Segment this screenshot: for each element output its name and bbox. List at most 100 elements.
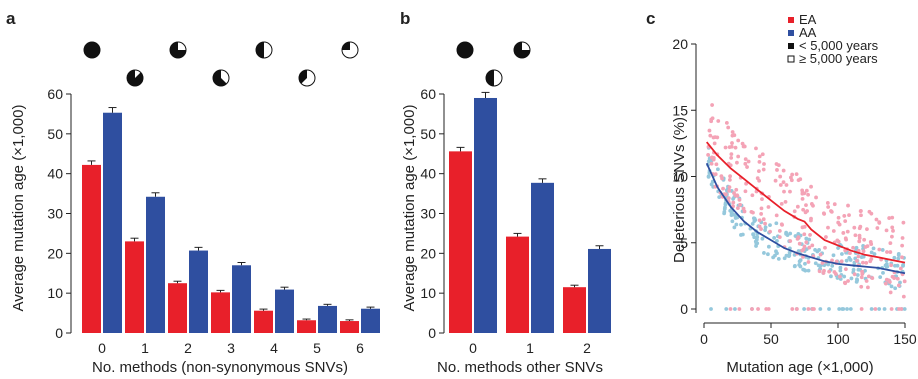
bar-aa	[103, 112, 122, 333]
scatter-point	[808, 233, 812, 237]
scatter-point	[864, 279, 869, 283]
scatter-point	[859, 284, 864, 289]
scatter-point	[755, 241, 760, 246]
scatter-point	[738, 202, 742, 207]
scatter-point	[884, 228, 889, 233]
scatter-point	[723, 205, 727, 210]
scatter-point	[716, 119, 721, 123]
legend-marker-filled-square	[788, 30, 794, 36]
bar-ea	[506, 236, 529, 333]
scatter-point	[736, 154, 741, 159]
scatter-point	[856, 267, 861, 272]
scatter-point	[885, 250, 889, 254]
scatter-point	[741, 206, 746, 211]
scatter-point	[838, 268, 843, 273]
scatter-point	[831, 229, 836, 233]
scatter-point	[774, 221, 779, 226]
panel-a-x-axis-label: No. methods (non-synonymous SNVs)	[92, 359, 348, 376]
scatter-point	[813, 247, 817, 252]
scatter-point	[712, 141, 717, 146]
scatter-point	[768, 229, 772, 234]
scatter-point	[752, 235, 757, 240]
panel-a-y-axis-label: Average mutation age (×1,000)	[10, 105, 27, 312]
scatter-point	[801, 207, 806, 212]
scatter-point	[768, 223, 772, 228]
scatter-point	[750, 193, 755, 198]
scatter-point	[733, 145, 738, 150]
scatter-point	[788, 175, 793, 180]
scatter-point	[861, 249, 866, 254]
scatter-point	[843, 267, 848, 272]
scatter-point	[772, 236, 777, 240]
scatter-point	[779, 222, 784, 227]
scatter-point	[836, 246, 840, 250]
scatter-point	[887, 216, 892, 220]
scatter-point	[868, 240, 873, 244]
panel-label-c: c	[646, 9, 655, 28]
panel-a-bars	[82, 107, 380, 333]
scatter-point	[882, 307, 887, 311]
scatter-point	[743, 157, 748, 162]
scatter-point	[750, 221, 755, 226]
scatter-point	[818, 264, 823, 268]
panel-a-axes: 0 10 20 30 40 50 60 0 1 2 3 4 5 6	[47, 86, 364, 356]
scatter-point	[848, 251, 852, 256]
scatter-point	[829, 209, 833, 213]
legend-marker-open-square	[787, 55, 795, 63]
scatter-point	[798, 258, 803, 263]
scatter-point	[832, 202, 837, 207]
scatter-point	[824, 235, 828, 239]
scatter-point	[766, 307, 771, 311]
scatter-point	[814, 195, 818, 200]
scatter-point	[859, 275, 864, 280]
panel-b-x-axis-label: No. methods other SNVs	[437, 359, 603, 376]
scatter-point	[728, 163, 733, 168]
scatter-point	[727, 185, 732, 190]
scatter-point	[861, 260, 865, 265]
scatter-point	[713, 172, 718, 177]
legend-label: AA	[799, 25, 817, 40]
scatter-point	[730, 130, 735, 134]
scatter-point	[719, 174, 724, 179]
y-tick-label: 50	[47, 126, 63, 142]
scatter-point	[735, 193, 740, 198]
scatter-point	[790, 307, 795, 311]
scatter-point	[721, 186, 725, 191]
scatter-point	[817, 248, 821, 252]
scatter-point	[733, 216, 738, 220]
scatter-point	[802, 224, 807, 229]
scatter-point	[821, 211, 826, 216]
scatter-point	[732, 225, 737, 230]
x-tick-label: 50	[763, 331, 779, 347]
scatter-point	[792, 209, 797, 214]
scatter-point	[837, 307, 842, 311]
scatter-point	[759, 227, 763, 231]
bar-ea	[563, 287, 586, 333]
scatter-point	[756, 307, 760, 311]
scatter-point	[804, 203, 808, 208]
x-tick-label: 0	[700, 331, 708, 347]
scatter-point	[859, 307, 864, 311]
scatter-point	[837, 274, 842, 279]
scatter-point	[861, 254, 866, 259]
scatter-point	[806, 307, 811, 311]
scatter-point	[777, 235, 782, 240]
scatter-point	[739, 222, 743, 227]
scatter-point	[766, 244, 771, 249]
scatter-point	[742, 144, 746, 149]
scatter-point	[901, 220, 906, 225]
scatter-point	[883, 281, 888, 286]
scatter-point	[729, 211, 734, 216]
scatter-point	[855, 277, 859, 282]
x-tick-label: 2	[184, 340, 192, 356]
scatter-point	[851, 267, 856, 272]
scatter-point	[842, 214, 847, 218]
scatter-point	[727, 177, 732, 182]
scatter-point	[777, 229, 782, 233]
scatter-point	[751, 232, 755, 237]
scatter-point	[854, 246, 859, 251]
scatter-point	[757, 159, 762, 164]
scatter-point	[776, 256, 781, 261]
